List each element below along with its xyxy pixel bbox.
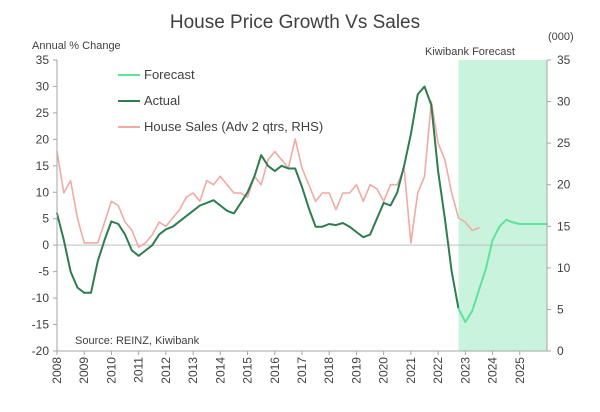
x-tick-label: 2013 [186, 357, 200, 384]
x-tick-label: 2019 [349, 357, 363, 384]
left-tick-label: 0 [42, 238, 49, 252]
x-tick-label: 2015 [241, 357, 255, 384]
x-tick-label: 2014 [213, 357, 227, 384]
x-tick-label: 2016 [268, 357, 282, 384]
legend: Forecast Actual House Sales (Adv 2 qtrs,… [118, 67, 323, 134]
left-tick-label: -5 [38, 265, 49, 279]
forecast-region-label: Kiwibank Forecast [425, 46, 515, 58]
x-tick-label: 2008 [50, 357, 64, 384]
source-note: Source: REINZ, Kiwibank [75, 335, 200, 347]
x-tick-label: 2011 [132, 357, 146, 383]
left-tick-label: 5 [42, 212, 49, 226]
series-line-house-sales [56, 100, 480, 248]
left-tick-label: -10 [32, 291, 50, 305]
series-line-actual [56, 85, 460, 310]
x-tick-label: 2020 [377, 357, 391, 384]
left-tick-label: -20 [32, 344, 50, 358]
right-tick-label: 5 [557, 302, 564, 316]
right-tick-label: 25 [557, 136, 571, 150]
left-tick-label: 35 [36, 53, 50, 67]
x-tick-label: 2024 [486, 357, 500, 384]
right-tick-label: 35 [557, 53, 571, 67]
right-tick-label: 15 [557, 219, 571, 233]
left-tick-label: 15 [36, 159, 50, 173]
x-tick-label: 2009 [77, 357, 91, 384]
x-tick-label: 2017 [295, 357, 309, 384]
right-axis-label: (000) [548, 31, 574, 43]
chart-title: House Price Growth Vs Sales [170, 12, 420, 33]
x-tick-label: 2010 [104, 357, 118, 384]
legend-label-actual: Actual [144, 93, 180, 108]
left-tick-label: 25 [36, 106, 50, 120]
x-tick-label: 2012 [159, 357, 173, 384]
x-tick-label: 2023 [458, 357, 472, 384]
left-tick-label: -15 [32, 318, 50, 332]
x-tick-label: 2022 [431, 357, 445, 384]
legend-label-forecast: Forecast [144, 67, 195, 82]
x-tick-label: 2018 [322, 357, 336, 384]
series-line-forecast [457, 218, 548, 323]
forecast-region [458, 60, 547, 351]
right-tick-label: 20 [557, 178, 571, 192]
x-tick-label: 2025 [513, 357, 527, 384]
left-tick-label: 20 [36, 132, 50, 146]
legend-label-sales: House Sales (Adv 2 qtrs, RHS) [144, 119, 323, 134]
left-axis-label: Annual % Change [32, 40, 121, 52]
right-tick-label: 30 [557, 95, 571, 109]
right-tick-label: 0 [557, 344, 564, 358]
left-tick-label: 10 [36, 185, 50, 199]
left-tick-label: 30 [36, 79, 50, 93]
right-tick-label: 10 [557, 261, 571, 275]
x-tick-label: 2021 [404, 357, 418, 384]
